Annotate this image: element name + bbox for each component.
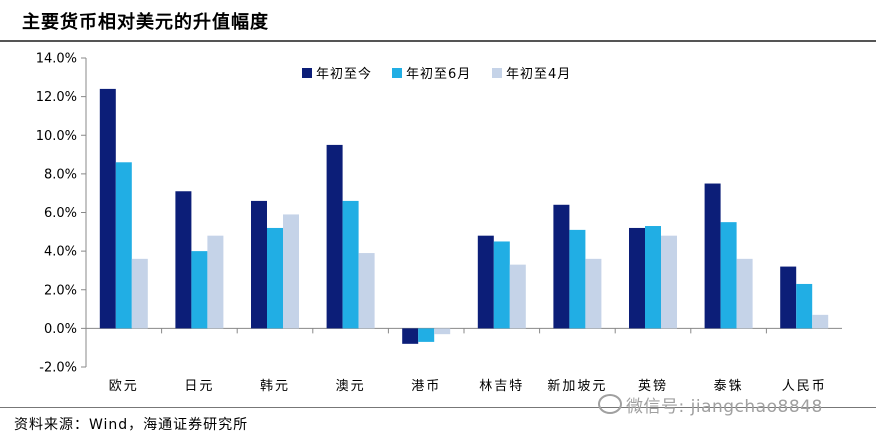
bar (780, 266, 797, 329)
bar (99, 88, 116, 329)
x-tick-label: 欧元 (109, 379, 139, 394)
bar (720, 222, 737, 329)
bar (342, 200, 359, 329)
y-tick-label: 4.0% (44, 245, 77, 260)
wechat-icon (598, 394, 622, 414)
y-tick-label: 2.0% (44, 283, 77, 298)
x-tick-label: 韩元 (260, 379, 290, 394)
y-tick-label: 0.0% (44, 322, 77, 337)
y-tick-label: 8.0% (44, 167, 77, 182)
y-tick-label: 12.0% (36, 90, 77, 105)
bar (251, 200, 267, 329)
chart-axes: 14.0% 12.0% 10.0% 8.0% 6.0% 4.0% 2.0% 0.0% -2.0%… (36, 52, 842, 394)
bar (283, 214, 299, 329)
bar (493, 241, 510, 329)
chart-legend: 年初至今 年初至6月 年初至4月 (302, 66, 571, 82)
bar (796, 283, 813, 329)
watermark: 微信号: jiangchao8848 (598, 392, 823, 417)
bar (629, 227, 645, 329)
bar (434, 328, 451, 335)
bar (207, 235, 224, 329)
footer-divider (0, 407, 876, 408)
y-tick-label: -2.0% (39, 361, 77, 376)
x-tick-label: 新加坡元 (547, 378, 607, 394)
bar (661, 235, 677, 329)
x-tick-label: 澳元 (336, 378, 366, 394)
bar (267, 227, 283, 329)
bar (509, 264, 526, 329)
legend-swatch (392, 68, 402, 78)
bar-chart: 14.0% 12.0% 10.0% 8.0% 6.0% 4.0% 2.0% 0.0% -2.0%… (36, 52, 842, 394)
title-divider (0, 40, 876, 42)
y-tick-label: 6.0% (44, 206, 77, 221)
legend-label: 年初至6月 (406, 67, 471, 82)
legend-swatch (302, 68, 312, 78)
watermark-text: 微信号: jiangchao8848 (626, 397, 823, 417)
bar (553, 204, 570, 329)
bar (358, 253, 375, 329)
bar (569, 229, 586, 329)
y-tick-label: 14.0% (36, 52, 77, 67)
x-tick-label: 人民币 (782, 379, 827, 394)
y-tick-label: 10.0% (36, 129, 77, 144)
source-note: 资料来源：Wind，海通证券研究所 (14, 417, 249, 433)
bar (115, 162, 132, 329)
x-tick-label: 泰铢 (714, 378, 744, 394)
bar (191, 251, 208, 329)
chart-bars (99, 88, 829, 344)
bar (326, 144, 343, 329)
bar (131, 258, 148, 329)
legend-label: 年初至4月 (506, 67, 571, 82)
bar (585, 258, 602, 329)
x-tick-label: 日元 (184, 379, 214, 394)
bar (402, 328, 419, 344)
bar (704, 183, 721, 329)
legend-swatch (492, 68, 502, 78)
chart-title: 主要货币相对美元的升值幅度 (22, 12, 269, 33)
legend-label: 年初至今 (316, 66, 372, 82)
x-tick-label: 英镑 (638, 378, 668, 394)
bar (175, 191, 192, 329)
bar (418, 328, 435, 342)
bar (645, 226, 661, 329)
x-tick-label: 林吉特 (479, 379, 524, 394)
bar (477, 235, 494, 329)
x-tick-label: 港币 (411, 379, 441, 394)
bar (736, 258, 753, 329)
bar (812, 314, 829, 329)
